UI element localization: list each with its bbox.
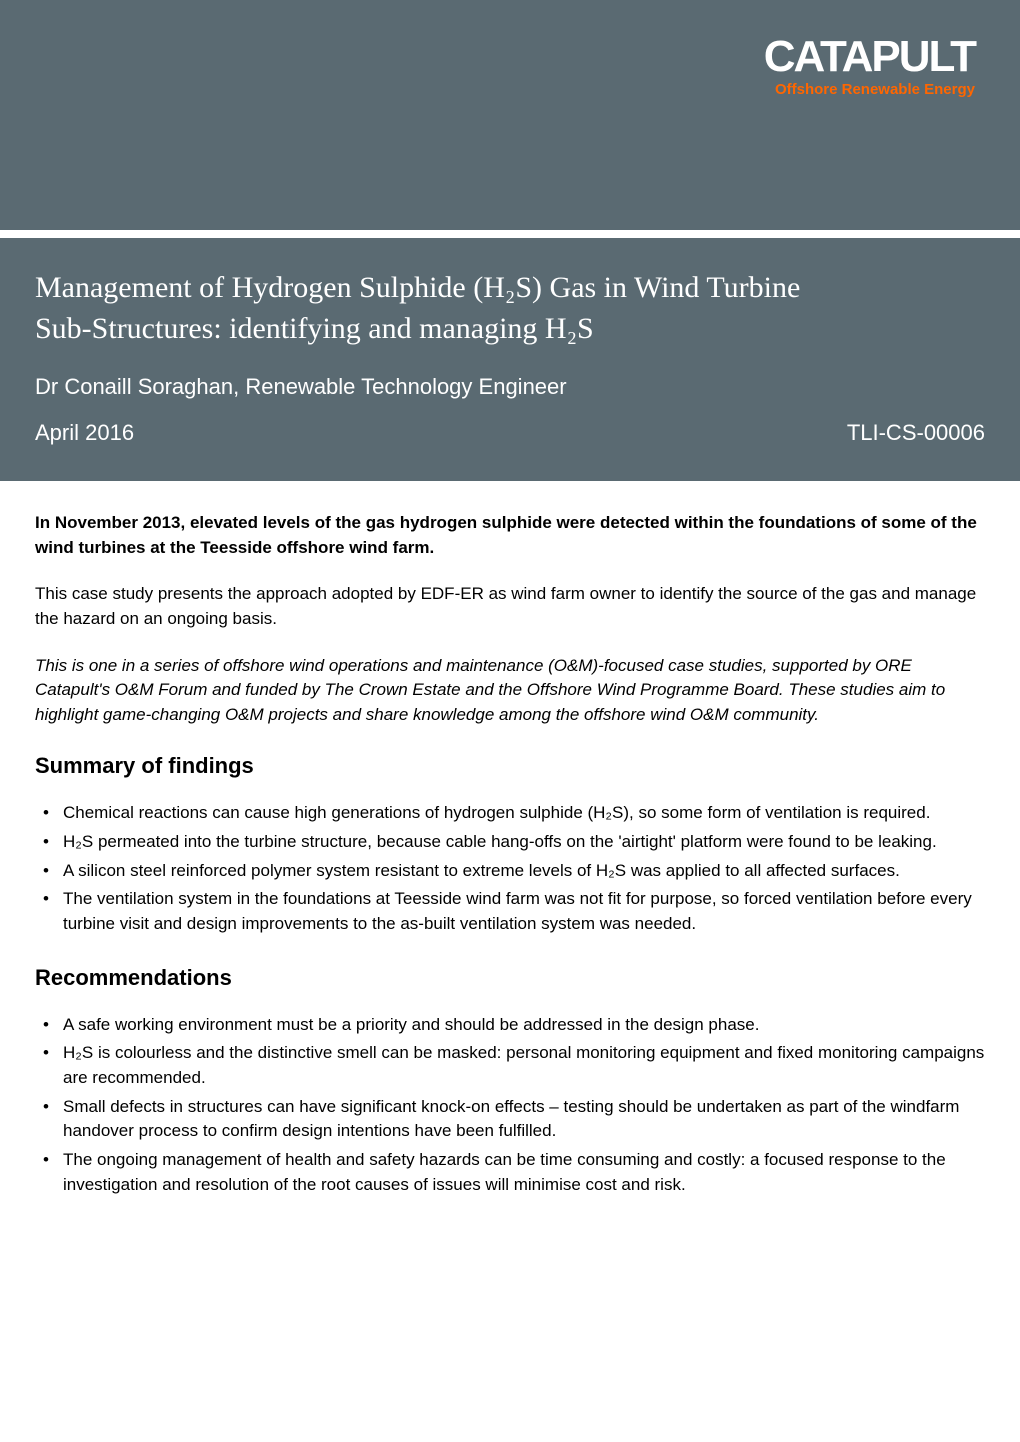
title-block: Management of Hydrogen Sulphide (H₂S) Ga… [0, 238, 1020, 481]
logo-sub-text: Offshore Renewable Energy [764, 81, 975, 98]
intro-bold-paragraph: In November 2013, elevated levels of the… [35, 511, 985, 560]
list-item: A safe working environment must be a pri… [35, 1013, 985, 1038]
list-item: Small defects in structures can have sig… [35, 1095, 985, 1144]
list-item: A silicon steel reinforced polymer syste… [35, 859, 985, 884]
logo-container: CATAPULT Offshore Renewable Energy [764, 35, 975, 98]
list-item: H₂S is colourless and the distinctive sm… [35, 1041, 985, 1090]
list-item: The ongoing management of health and saf… [35, 1148, 985, 1197]
recommendations-list: A safe working environment must be a pri… [35, 1013, 985, 1197]
document-reference: TLI-CS-00006 [847, 420, 985, 446]
document-title-line2: Sub-Structures: identifying and managing… [35, 309, 985, 350]
document-author: Dr Conaill Soraghan, Renewable Technolog… [35, 374, 985, 400]
document-title-line1: Management of Hydrogen Sulphide (H₂S) Ga… [35, 268, 985, 309]
list-item: The ventilation system in the foundation… [35, 887, 985, 936]
date-ref-row: April 2016 TLI-CS-00006 [35, 420, 985, 446]
intro-paragraph-1: This case study presents the approach ad… [35, 582, 985, 631]
list-item: Chemical reactions can cause high genera… [35, 801, 985, 826]
document-content: In November 2013, elevated levels of the… [0, 481, 1020, 1265]
findings-list: Chemical reactions can cause high genera… [35, 801, 985, 936]
section-heading-findings: Summary of findings [35, 753, 985, 779]
section-heading-recommendations: Recommendations [35, 965, 985, 991]
intro-italic-paragraph: This is one in a series of offshore wind… [35, 654, 985, 728]
document-date: April 2016 [35, 420, 134, 446]
list-item: H₂S permeated into the turbine structure… [35, 830, 985, 855]
header-spacer [0, 180, 1020, 230]
header-banner: CATAPULT Offshore Renewable Energy [0, 0, 1020, 180]
logo-main-text: CATAPULT [764, 35, 975, 79]
